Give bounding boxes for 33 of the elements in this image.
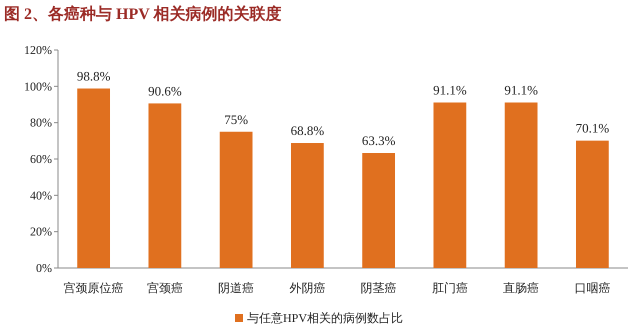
data-label: 68.8% xyxy=(290,123,324,138)
data-label: 91.1% xyxy=(433,82,467,98)
x-tick-label: 阴道癌 xyxy=(218,281,254,295)
x-tick-label: 阴茎癌 xyxy=(360,281,397,295)
x-tick-label: 外阴癌 xyxy=(289,281,326,295)
bar xyxy=(77,88,110,268)
y-tick-label: 100% xyxy=(24,79,52,94)
x-tick-label: 宫颈癌 xyxy=(146,281,183,295)
chart-title: 图 2、各癌种与 HPV 相关病例的关联度 xyxy=(4,4,282,23)
data-label: 75% xyxy=(224,112,248,127)
bar xyxy=(576,140,609,268)
y-tick-label: 60% xyxy=(30,152,52,166)
bar xyxy=(362,153,396,268)
bar xyxy=(220,132,253,268)
y-tick-label: 0% xyxy=(36,261,52,275)
data-label: 70.1% xyxy=(576,120,610,136)
x-tick-label: 直肠癌 xyxy=(503,281,540,295)
legend-label: 与任意HPV相关的病例数占比 xyxy=(247,311,404,325)
data-label: 90.6% xyxy=(148,83,182,98)
data-label: 98.8% xyxy=(76,68,111,84)
data-label: 63.3% xyxy=(362,133,396,148)
bar xyxy=(433,102,466,268)
x-tick-label: 肛门癌 xyxy=(432,281,468,295)
bar xyxy=(290,143,324,268)
y-tick-label: 80% xyxy=(30,116,52,130)
y-tick-label: 120% xyxy=(24,43,52,57)
y-tick-label: 20% xyxy=(30,224,52,239)
data-label: 91.1% xyxy=(504,82,538,98)
bar xyxy=(504,102,538,268)
bar xyxy=(148,103,182,268)
x-tick-label: 口咽癌 xyxy=(574,281,610,295)
x-tick-label: 宫颈原位癌 xyxy=(64,281,124,295)
y-tick-label: 40% xyxy=(30,188,52,202)
